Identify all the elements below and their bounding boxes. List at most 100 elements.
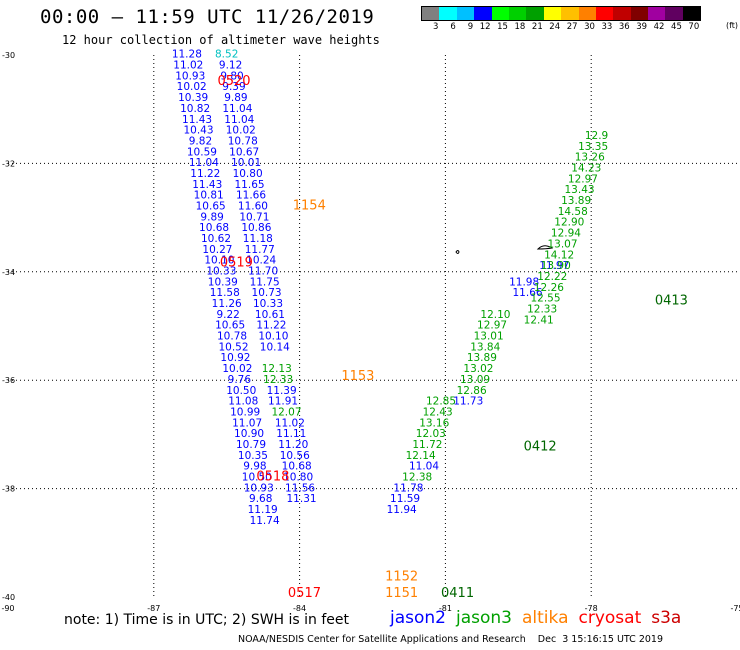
swh-value-label: 14.12 <box>544 249 574 261</box>
swh-value-label: 12.13 <box>262 363 292 375</box>
swh-value-label: 11.72 <box>412 439 442 451</box>
swh-value-label: 11.31 <box>287 493 317 505</box>
swh-value-label: 13.01 <box>474 331 504 343</box>
color-legend-label: 15 <box>497 22 508 32</box>
swh-value-label: 11.66 <box>236 190 266 202</box>
swh-value-label: 10.43 <box>183 125 213 137</box>
color-swatch <box>613 7 631 20</box>
swh-value-label: 10.65 <box>215 320 245 332</box>
satellite-legend: jason2 jason3 altika cryosat s3a <box>390 608 691 628</box>
swh-value-label: 11.22 <box>256 320 286 332</box>
swh-value-label: 11.98 <box>509 276 539 288</box>
pass-number-label: 1152 <box>385 570 418 585</box>
swh-value-label: 10.67 <box>229 146 259 158</box>
swh-value-label: 13.02 <box>463 363 493 375</box>
swh-value-label: 10.50 <box>242 471 272 483</box>
color-swatch <box>578 7 596 20</box>
swh-value-label: 10.56 <box>280 450 310 462</box>
swh-value-label: 11.60 <box>238 200 268 212</box>
swh-value-label: 9.68 <box>249 493 272 505</box>
swh-value-label: 11.43 <box>182 114 212 126</box>
color-swatch <box>543 7 562 20</box>
swh-value-label: 9.80 <box>220 70 243 82</box>
swh-value-label: 11.04 <box>224 114 254 126</box>
swh-value-label: 11.04 <box>222 103 252 115</box>
swh-value-label: 11.19 <box>248 504 278 516</box>
swh-value-label: 12.9 <box>585 130 608 142</box>
lon-tick-label: -75 <box>730 604 740 613</box>
swh-value-label: 11.43 <box>192 179 222 191</box>
swh-value-label: 11.11 <box>276 428 306 440</box>
color-legend-label: 18 <box>514 22 526 32</box>
swh-value-label: 11.77 <box>245 244 275 256</box>
swh-value-label: 10.10 <box>204 255 234 267</box>
swh-value-label: 11.28 <box>172 49 202 61</box>
lat-tick-label: -30 <box>2 51 15 60</box>
swh-value-label: 12.97 <box>568 173 598 185</box>
swh-value-label: 11.22 <box>190 168 220 180</box>
color-swatch <box>422 7 440 20</box>
swh-value-label: 9.76 <box>228 374 252 386</box>
swh-value-label: 12.43 <box>423 406 453 418</box>
swh-value-label: 8.52 <box>215 49 238 61</box>
swh-value-label: 13.26 <box>575 152 605 164</box>
swh-value-label: 10.62 <box>201 233 231 245</box>
island-shape <box>536 245 554 250</box>
swh-value-label: 13.09 <box>460 374 490 386</box>
swh-value-label: 10.80 <box>283 471 313 483</box>
swh-value-label: 13.90 <box>541 260 571 272</box>
island-shape <box>455 250 460 254</box>
pass-number-label: 0517 <box>288 586 321 601</box>
swh-value-label: 10.39 <box>208 276 238 288</box>
swh-value-label: 12.38 <box>402 471 432 483</box>
swh-value-label: 12.14 <box>406 450 436 462</box>
swh-value-label: 12.26 <box>534 282 564 294</box>
lat-tick-label: -38 <box>2 485 15 494</box>
lat-tick-label: -36 <box>2 376 15 385</box>
color-legend-swatches <box>421 6 702 21</box>
color-legend-label: 42 <box>653 22 665 32</box>
swh-value-label: 12.90 <box>554 217 584 229</box>
swh-value-label: 10.86 <box>241 222 271 234</box>
swh-value-label: 10.90 <box>234 428 264 440</box>
satellite-legend-item: jason3 <box>456 608 512 628</box>
swh-value-label: 10.73 <box>252 287 282 299</box>
swh-value-label: 11.39 <box>267 385 297 397</box>
color-swatch <box>648 7 666 20</box>
swh-value-label: 12.03 <box>416 428 446 440</box>
swh-value-label: 13.89 <box>467 352 497 364</box>
swh-value-label: 11.08 <box>228 396 258 408</box>
swh-value-label: 10.65 <box>196 200 226 212</box>
swh-value-label: 11.04 <box>409 461 439 473</box>
color-legend-label: 36 <box>618 22 630 32</box>
swh-value-label: 10.10 <box>258 331 288 343</box>
swh-value-label: 9.22 <box>216 309 239 321</box>
swh-value-label: 10.33 <box>253 298 283 310</box>
satellite-legend-item: cryosat <box>578 608 642 628</box>
swh-value-label: 11.70 <box>248 266 278 278</box>
swh-value-label: 10.02 <box>222 363 252 375</box>
swh-value-label: 10.01 <box>231 157 261 169</box>
lat-tick-label: -34 <box>2 268 15 277</box>
swh-value-label: 10.27 <box>202 244 232 256</box>
swh-value-label: 11.56 <box>285 482 315 494</box>
swh-value-label: 10.35 <box>238 450 268 462</box>
swh-value-label: 10.02 <box>226 125 256 137</box>
lon-tick-label: -87 <box>147 604 160 613</box>
color-legend: 3 6 9 12 15 18 21 24 27 30 33 36 39 42 45 70 (ft) <box>421 6 738 33</box>
swh-value-label: 10.68 <box>199 222 229 234</box>
satellite-legend-item: jason2 <box>390 608 446 628</box>
lat-tick-label: -40 <box>2 593 15 602</box>
swh-value-label: 13.35 <box>578 141 608 153</box>
swh-value-label: 9.12 <box>219 60 242 72</box>
swh-value-label: 13.07 <box>547 238 577 250</box>
swh-value-label: 12.97 <box>477 320 507 332</box>
swh-value-label: 10.71 <box>239 211 269 223</box>
color-legend-label: 6 <box>450 22 456 32</box>
swh-value-label: 12.94 <box>551 228 581 240</box>
color-legend-label: 27 <box>566 22 578 32</box>
color-legend-label: 3 <box>432 22 439 32</box>
swh-value-label: 13.84 <box>470 341 500 353</box>
lon-tick-label: -84 <box>293 604 306 613</box>
swh-value-label: 10.59 <box>187 146 217 158</box>
